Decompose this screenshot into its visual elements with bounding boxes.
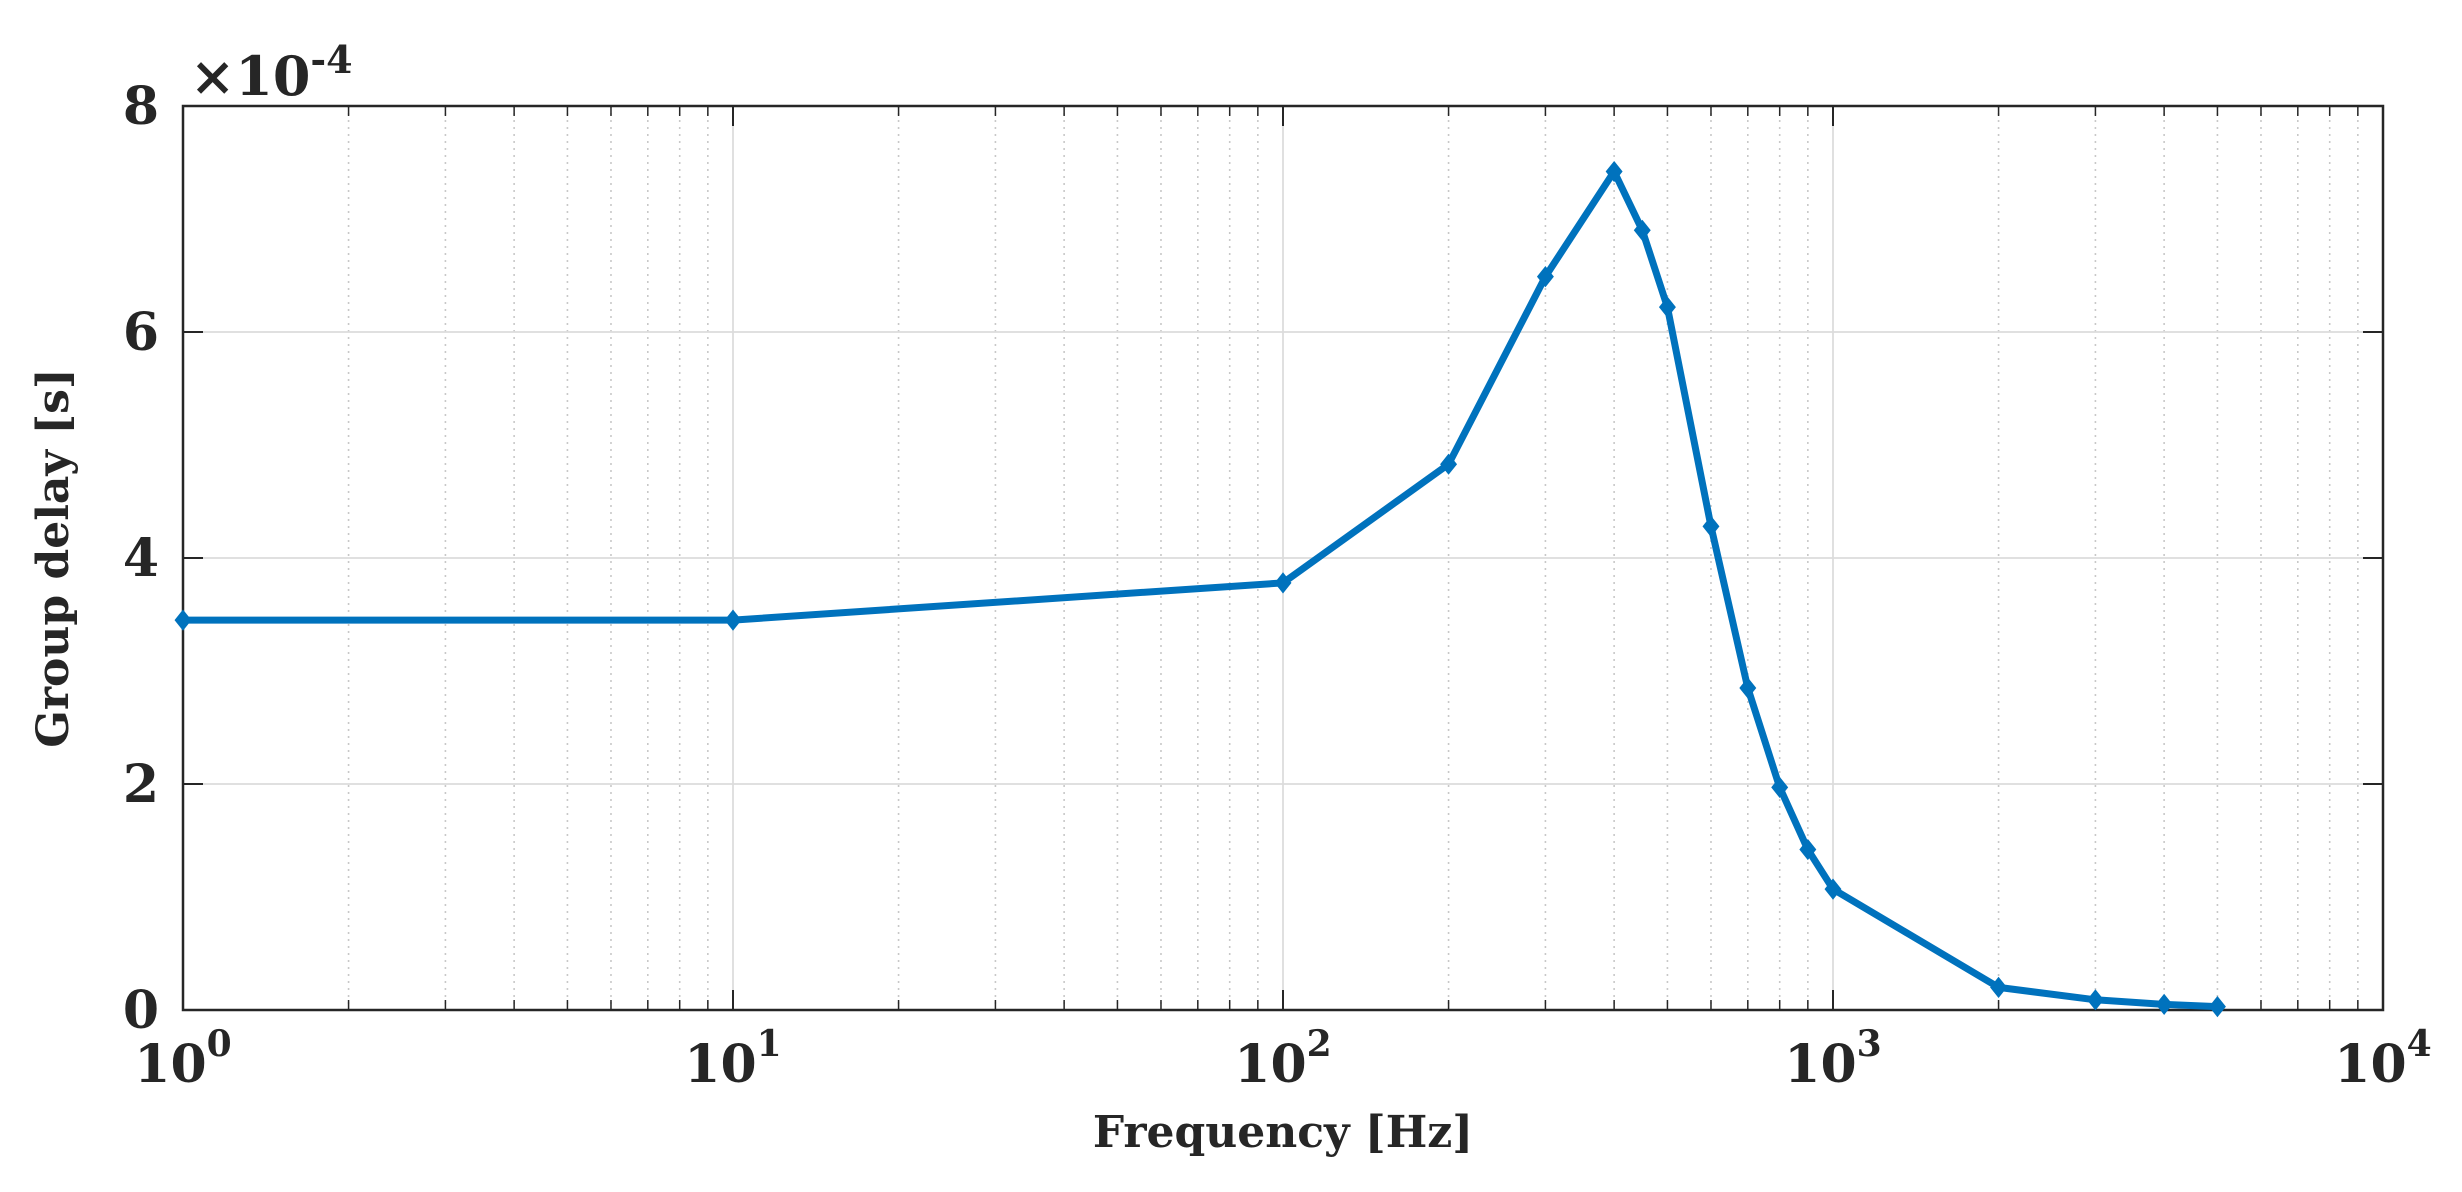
- x-tick-base: 10: [1234, 1034, 1306, 1095]
- data-point-marker: [174, 609, 192, 631]
- y-tick-label: 0: [123, 980, 159, 1041]
- x-tick-label: 100: [134, 1023, 231, 1095]
- y-axis-label: Group delay [s]: [28, 368, 79, 747]
- y-tick-label: 2: [123, 754, 159, 815]
- x-tick-base: 10: [2334, 1034, 2406, 1095]
- x-tick-labels: 100 101 102 103 104: [134, 1023, 2431, 1095]
- x-tick-label: 101: [684, 1023, 781, 1095]
- x-tick-label: 103: [1784, 1023, 1881, 1095]
- x-tick-base: 10: [1784, 1034, 1856, 1095]
- series-layer: [174, 160, 2226, 1018]
- y-multiplier: ×10-4: [190, 37, 353, 108]
- x-tick-exponent: 3: [1857, 1023, 1882, 1065]
- y-multiplier-base: ×10: [190, 44, 310, 108]
- y-tick-label: 4: [123, 528, 159, 589]
- x-tick-base: 10: [134, 1034, 206, 1095]
- data-point-marker: [2086, 989, 2104, 1011]
- data-point-marker: [1605, 160, 1623, 183]
- major-grid: [183, 106, 2383, 1010]
- x-tick-base: 10: [684, 1034, 756, 1095]
- data-point-marker: [1990, 976, 2008, 999]
- x-tick-exponent: 4: [2407, 1023, 2432, 1065]
- y-tick-label: 8: [123, 76, 159, 137]
- x-tick-exponent: 2: [1307, 1023, 1332, 1065]
- x-tick-label: 102: [1234, 1023, 1331, 1095]
- data-point-marker: [1440, 453, 1458, 475]
- data-point-marker: [1702, 515, 1720, 537]
- data-point-marker: [1824, 878, 1842, 900]
- y-tick-label: 6: [123, 302, 159, 363]
- x-tick-label: 104: [2334, 1023, 2431, 1095]
- data-point-marker: [2155, 993, 2173, 1015]
- axis-ticks: [182, 105, 2384, 1011]
- data-point-marker: [1536, 266, 1554, 288]
- data-point-marker: [2208, 996, 2226, 1018]
- data-point-marker: [1799, 838, 1817, 861]
- data-point-marker: [1658, 296, 1676, 318]
- data-point-marker: [724, 609, 742, 631]
- data-point-marker: [1771, 776, 1789, 798]
- data-point-marker: [1739, 677, 1757, 699]
- x-tick-exponent: 1: [757, 1023, 782, 1065]
- x-tick-exponent: 0: [207, 1023, 232, 1065]
- x-axis-label: Frequency [Hz]: [1093, 1107, 1473, 1158]
- y-multiplier-exponent: -4: [310, 37, 352, 82]
- data-point-marker: [1274, 572, 1292, 594]
- y-tick-labels: 0 2 4 6 8: [123, 76, 159, 1041]
- data-point-marker: [1633, 219, 1651, 241]
